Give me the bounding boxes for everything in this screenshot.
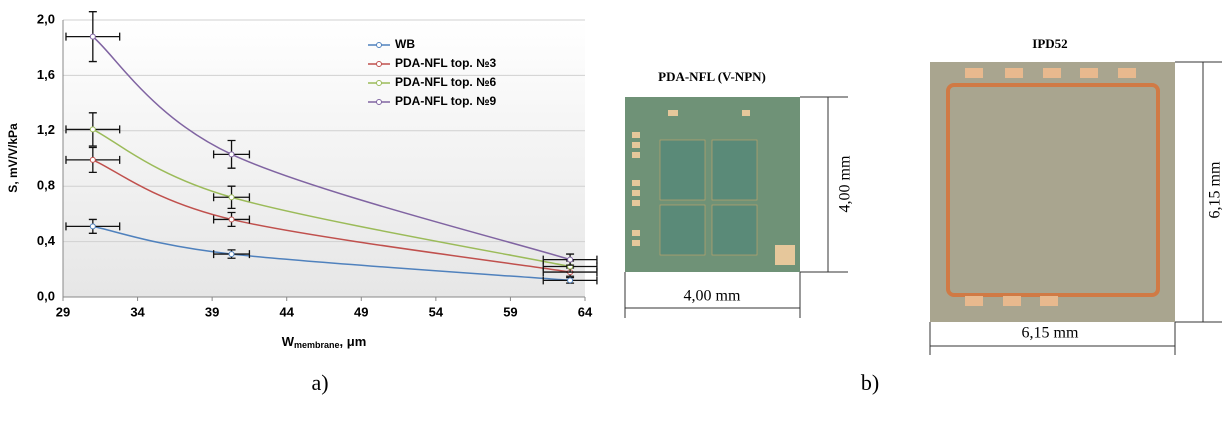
x-tick-label: 44: [279, 304, 294, 319]
y-tick-label: 0,8: [37, 178, 55, 193]
y-tick-label: 1,2: [37, 122, 55, 137]
x-axis-label: Wmembrane, μm: [282, 334, 367, 350]
photo-title: PDA-NFL (V-NPN): [658, 69, 766, 84]
figure: 0,0 0,4 0,8 1,2 1,6 2,0 29 34 39 44 49 54 59 64 WB PDA-…: [0, 0, 1227, 416]
x-label-unit: , μm: [340, 334, 367, 349]
x-tick-label: 34: [130, 304, 145, 319]
legend-label: PDA-NFL top. №6: [395, 75, 496, 89]
point: [90, 127, 95, 132]
dimension-label: 4,00 mm: [837, 155, 854, 212]
legend-marker: [377, 81, 382, 86]
point: [229, 152, 234, 157]
legend-marker: [377, 62, 382, 67]
x-tick-label: 54: [429, 304, 444, 319]
legend-label: WB: [395, 37, 415, 51]
y-axis-label: S, mV/V/kPa: [6, 123, 20, 193]
y-tick-label: 0,4: [37, 233, 56, 248]
legend-marker: [377, 43, 382, 48]
dimension-label: 6,15 mm: [1022, 325, 1079, 342]
photo-title: IPD52: [1032, 36, 1067, 51]
chip-photo: [930, 62, 1175, 322]
y-tick-label: 0,0: [37, 288, 55, 303]
point: [90, 224, 95, 229]
point: [229, 217, 234, 222]
x-label-sub: membrane: [294, 340, 340, 350]
dimension-label: 6,15 mm: [1207, 161, 1224, 218]
caption: a): [311, 370, 328, 395]
point: [568, 257, 573, 262]
point: [568, 278, 573, 283]
x-tick-label: 29: [56, 304, 70, 319]
y-tick-label: 1,6: [37, 67, 55, 82]
legend-label: PDA-NFL top. №3: [395, 56, 496, 70]
x-tick-label: 64: [578, 304, 593, 319]
x-tick-label: 39: [205, 304, 219, 319]
y-tick-label: 2,0: [37, 11, 55, 26]
x-label-main: W: [282, 334, 295, 349]
point: [90, 34, 95, 39]
legend-marker: [377, 100, 382, 105]
point: [229, 252, 234, 257]
x-tick-label: 49: [354, 304, 368, 319]
dimension-label: 4,00 mm: [684, 288, 741, 305]
point: [90, 157, 95, 162]
caption: b): [861, 370, 879, 395]
point: [229, 195, 234, 200]
legend-label: PDA-NFL top. №9: [395, 94, 496, 108]
x-tick-label: 59: [503, 304, 517, 319]
